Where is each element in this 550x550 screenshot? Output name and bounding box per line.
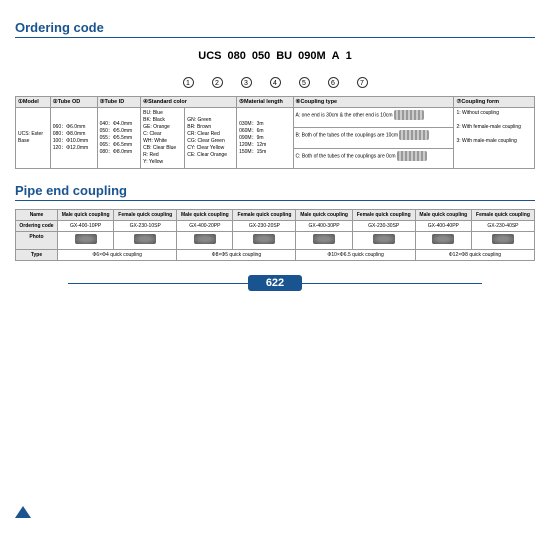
circle-row: 1234567 <box>15 72 535 90</box>
pipe-table: Name Male quick couplingFemale quick cou… <box>15 209 535 261</box>
footer: 622 <box>15 273 535 291</box>
logo-icon <box>15 506 31 518</box>
pipe-title: Pipe end coupling <box>15 183 535 201</box>
ordering-title: Ordering code <box>15 20 535 38</box>
page-number: 622 <box>248 275 302 291</box>
code-row: UCS080050BU090MA1 <box>15 46 535 64</box>
main-table: ①Model②Tube OD③Tube ID④Standard color⑤Ma… <box>15 96 535 169</box>
